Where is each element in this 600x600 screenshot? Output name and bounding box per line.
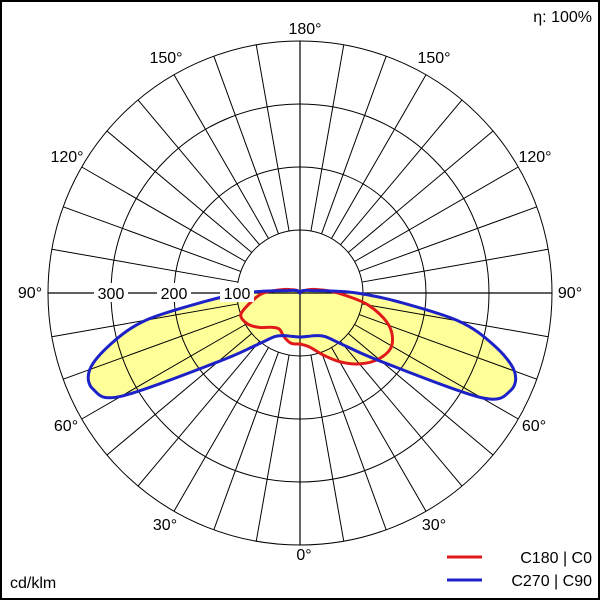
angle-label: 30° [153,517,177,534]
grid-spoke [173,74,269,239]
polar-grid [47,40,553,546]
tick-label-bg [157,283,191,302]
grid-spoke [354,166,519,262]
grid-spoke [361,248,549,283]
grid-spoke [310,44,345,232]
grid-spoke [255,44,290,232]
grid-spoke [81,166,246,262]
tick-label-bg [94,283,128,302]
grid-spoke [63,206,241,272]
grid-spoke [340,340,463,487]
grid-spoke [354,324,519,420]
grid-spoke [321,352,387,530]
angle-label: 150° [149,50,182,67]
radial-tick-label: 200 [161,286,188,303]
angle-label: 90° [18,285,42,302]
grid-spoke [63,314,241,380]
angle-label: 60° [522,418,546,435]
angle-label: 120° [50,149,83,166]
legend-label-c90: C270 | C90 [511,573,592,590]
grid-spoke [106,333,253,456]
grid-spoke [137,99,260,246]
efficiency-label: η: 100% [533,9,592,26]
unit-label: cd/klm [10,575,56,592]
angle-label: 0° [296,547,311,564]
grid-spoke [331,74,427,239]
polar-labels: 180° 150° 150° 120° 120° 90° 90° 60° 60° 30° 30° 0°… [18,21,582,564]
legend-label-c0: C180 | C0 [520,550,592,567]
grid-spoke [310,354,345,542]
curve-c270-c90 [86,288,518,401]
angle-label: 180° [288,21,321,38]
grid-spoke [51,248,239,283]
grid-spoke [347,333,494,456]
radial-tick-label: 300 [98,286,125,303]
radial-tick-label: 100 [224,286,251,303]
angle-label: 120° [518,149,551,166]
grid-spoke [359,206,537,272]
tick-label-bg [220,283,254,302]
grid-spoke [137,340,260,487]
grid-spoke [173,347,269,512]
legend: C180 | C0 C270 | C90 [447,550,592,590]
grid-spoke [213,352,279,530]
angle-label: 30° [422,517,446,534]
grid-spoke [213,56,279,234]
grid-spoke [106,130,253,253]
grid-spoke [340,99,463,246]
intensity-curves [86,287,518,401]
angle-label: 60° [54,418,78,435]
grid-spoke [255,354,290,542]
grid-spoke [331,347,427,512]
grid-spoke [321,56,387,234]
angle-label: 90° [558,285,582,302]
grid-spoke [347,130,494,253]
grid-spoke [81,324,246,420]
angle-label: 150° [417,50,450,67]
